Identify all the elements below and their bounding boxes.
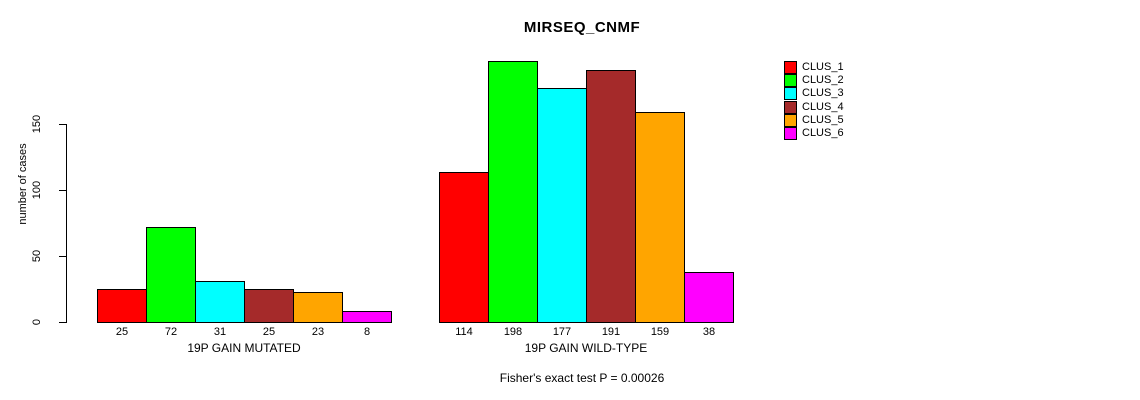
bar-clus_3	[195, 281, 245, 323]
bar-clus_1	[97, 289, 147, 323]
legend-item: CLUS_1	[784, 61, 844, 75]
legend-label: CLUS_6	[802, 127, 844, 140]
bar-clus_4	[244, 289, 294, 323]
y-tick-mark	[59, 322, 66, 323]
y-tick-mark	[59, 190, 66, 191]
bar-value-label: 38	[702, 326, 716, 338]
bar-value-label: 159	[650, 326, 670, 338]
bar-value-label: 8	[363, 326, 371, 338]
bar-clus_1	[439, 172, 489, 323]
bar-value-label: 23	[311, 326, 325, 338]
chart-title: MIRSEQ_CNMF	[523, 19, 641, 36]
y-axis	[66, 124, 67, 323]
bar-clus_2	[146, 227, 196, 323]
fisher-test-annotation: Fisher's exact test P = 0.00026	[499, 371, 665, 385]
bar-value-label: 191	[601, 326, 621, 338]
group-label: 19P GAIN MUTATED	[187, 341, 301, 355]
bar-clus_5	[635, 112, 685, 323]
bar-value-label: 31	[213, 326, 227, 338]
legend-label: CLUS_4	[802, 100, 844, 113]
legend-swatch-icon	[784, 87, 797, 101]
bar-clus_5	[293, 292, 343, 323]
y-axis-label: number of cases	[17, 143, 29, 225]
legend-item: CLUS_6	[784, 127, 844, 141]
legend-label: CLUS_1	[802, 61, 844, 74]
legend-label: CLUS_2	[802, 74, 844, 87]
bar-clus_3	[537, 88, 587, 323]
legend-swatch-icon	[784, 127, 797, 141]
bar-value-label: 198	[503, 326, 523, 338]
group-label: 19P GAIN WILD-TYPE	[524, 341, 648, 355]
legend-swatch-icon	[784, 113, 797, 127]
bar-clus_6	[342, 311, 392, 323]
y-tick-mark	[59, 124, 66, 125]
y-tick-mark	[59, 256, 66, 257]
legend-item: CLUS_5	[784, 113, 844, 127]
legend-swatch-icon	[784, 61, 797, 75]
bar-value-label: 72	[164, 326, 178, 338]
legend-item: CLUS_3	[784, 87, 844, 101]
bar-value-label: 177	[552, 326, 572, 338]
legend-item: CLUS_2	[784, 74, 844, 88]
bar-value-label: 25	[262, 326, 276, 338]
bar-clus_6	[684, 272, 734, 323]
bar-clus_2	[488, 61, 538, 323]
legend-item: CLUS_4	[784, 100, 844, 114]
legend-label: CLUS_3	[802, 87, 844, 100]
bar-value-label: 114	[455, 326, 473, 338]
bar-value-label: 25	[115, 326, 129, 338]
legend-swatch-icon	[784, 74, 797, 88]
bar-clus_4	[586, 70, 636, 323]
legend-swatch-icon	[784, 100, 797, 114]
y-tick-label: 150	[31, 114, 43, 134]
legend-label: CLUS_5	[802, 113, 844, 126]
legend: CLUS_1 CLUS_2 CLUS_3 CLUS_4 CLUS_5 CLUS_6	[784, 61, 844, 141]
